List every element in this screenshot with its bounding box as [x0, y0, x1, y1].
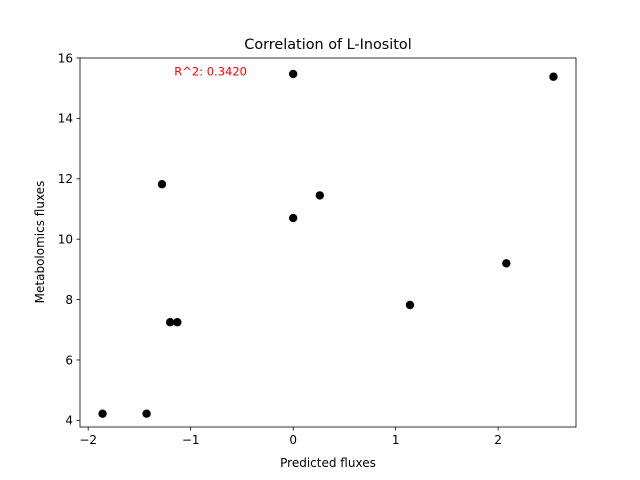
chart-title: Correlation of L-Inositol: [244, 37, 411, 53]
data-point: [502, 259, 511, 268]
y-tick-label: 6: [65, 353, 73, 367]
x-tick-label: 0: [289, 433, 297, 447]
data-point: [405, 300, 415, 310]
r-squared-annotation: R^2: 0.3420: [174, 65, 247, 79]
data-point: [549, 72, 558, 81]
x-tick-label: −1: [182, 433, 200, 447]
data-point: [142, 409, 151, 418]
data-point: [98, 409, 107, 418]
y-axis-label: Metabolomics fluxes: [33, 181, 47, 304]
y-tick-label: 10: [58, 232, 73, 246]
x-tick-label: 1: [392, 433, 400, 447]
y-tick-label: 14: [58, 112, 73, 126]
x-tick-label: 2: [494, 433, 502, 447]
data-point: [173, 318, 182, 327]
y-tick-label: 16: [58, 51, 73, 65]
data-point: [315, 191, 325, 200]
axes-frame: [79, 57, 577, 428]
data-point: [288, 69, 298, 79]
y-tick-label: 12: [58, 172, 73, 186]
data-point: [288, 213, 298, 223]
data-point: [157, 180, 167, 189]
y-tick-label: 4: [65, 414, 73, 428]
x-axis-label: Predicted fluxes: [280, 456, 376, 470]
x-tick-label: −2: [79, 433, 97, 447]
y-tick-label: 8: [65, 293, 73, 307]
data-point: [165, 318, 175, 327]
